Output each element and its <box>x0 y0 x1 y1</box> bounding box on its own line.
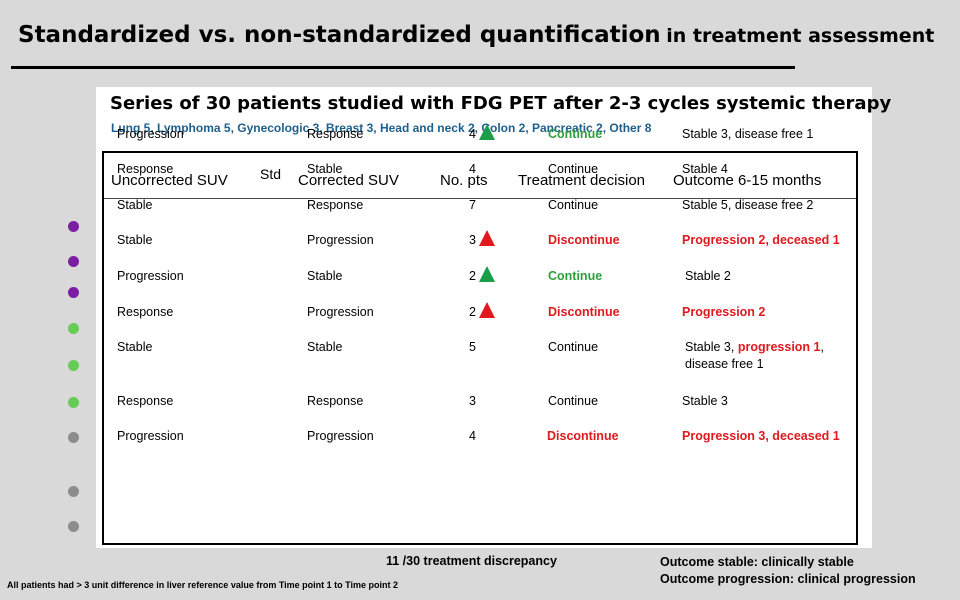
slide-title: Standardized vs. non-standardized quanti… <box>18 22 934 48</box>
cell-treatment-decision: Discontinue <box>548 233 620 247</box>
cell-treatment-decision: Continue <box>548 394 599 408</box>
cell-uncorrected-suv: Stable <box>117 340 153 354</box>
up-triangle-icon <box>479 266 495 282</box>
cell-outcome: Progression 2 <box>682 305 766 319</box>
cell-treatment-decision: Continue <box>548 162 599 176</box>
cell-corrected-suv: Stable <box>307 269 343 283</box>
cell-corrected-suv: Stable <box>307 162 343 176</box>
warning-triangle-icon <box>479 302 495 318</box>
row-marker-dot <box>68 521 79 532</box>
cell-uncorrected-suv: Response <box>117 162 174 176</box>
header-no-pts: No. pts <box>440 172 488 189</box>
cell-no-pts: 5 <box>469 340 476 354</box>
row-marker-dot <box>68 486 79 497</box>
row-marker-dot <box>68 432 79 443</box>
cell-uncorrected-suv: Response <box>117 305 174 319</box>
cell-corrected-suv: Response <box>307 394 364 408</box>
cell-outcome: Stable 5, disease free 2 <box>682 198 814 212</box>
row-marker-dot <box>68 360 79 371</box>
header-treatment-decision: Treatment decision <box>518 172 646 189</box>
cell-treatment-decision: Discontinue <box>548 305 620 319</box>
cell-corrected-suv: Stable <box>307 340 343 354</box>
outcome-stable-note: Outcome stable: clinically stable <box>660 555 854 569</box>
cell-treatment-decision: Continue <box>548 198 599 212</box>
slide-title-main: Standardized vs. non-standardized quanti… <box>18 22 661 48</box>
cell-no-pts: 7 <box>469 198 476 212</box>
cell-uncorrected-suv: Progression <box>117 269 184 283</box>
up-triangle-icon <box>479 124 495 140</box>
header-corrected-suv: Corrected SUV <box>298 172 399 189</box>
discrepancy-note: 11 /30 treatment discrepancy <box>386 554 557 568</box>
cell-outcome: Stable 3, progression 1, disease free 1 <box>685 340 824 371</box>
cell-outcome: Progression 2, deceased 1 <box>682 233 840 247</box>
row-marker-dot <box>68 221 79 232</box>
cell-corrected-suv: Progression <box>307 233 374 247</box>
row-marker-dot <box>68 323 79 334</box>
cell-no-pts: 4 <box>469 127 476 141</box>
cell-corrected-suv: Response <box>307 127 364 141</box>
cell-treatment-decision: Continue <box>548 340 599 354</box>
cell-uncorrected-suv: Stable <box>117 233 153 247</box>
cell-no-pts: 4 <box>469 429 476 443</box>
title-underline <box>11 66 795 69</box>
cell-treatment-decision: Discontinue <box>547 429 619 443</box>
cell-no-pts: 2 <box>469 269 476 283</box>
slide-title-sub: in treatment assessment <box>666 25 935 47</box>
cell-outcome: Progression 3, deceased 1 <box>682 429 840 443</box>
cell-outcome: Stable 4 <box>682 162 728 176</box>
cell-outcome: Stable 3 <box>682 394 728 408</box>
cell-treatment-decision: Continue <box>548 127 603 141</box>
row-marker-dot <box>68 256 79 267</box>
cell-corrected-suv: Response <box>307 198 364 212</box>
cell-corrected-suv: Progression <box>307 429 374 443</box>
cell-uncorrected-suv: Response <box>117 394 174 408</box>
cell-no-pts: 3 <box>469 233 476 247</box>
cell-treatment-decision: Continue <box>548 269 603 283</box>
cell-corrected-suv: Progression <box>307 305 374 319</box>
cell-no-pts: 4 <box>469 162 476 176</box>
cell-uncorrected-suv: Stable <box>117 198 153 212</box>
row-marker-dot <box>68 397 79 408</box>
results-table: Std Uncorrected SUV Corrected SUV No. pt… <box>102 124 858 545</box>
outcome-progression-note: Outcome progression: clinical progressio… <box>660 572 916 586</box>
cell-outcome: Stable 3, disease free 1 <box>682 127 814 141</box>
cancer-types-summary: Lung 5, Lymphoma 5, Gynecologic 3, Breas… <box>111 121 652 135</box>
panel-heading: Series of 30 patients studied with FDG P… <box>110 93 892 114</box>
cell-no-pts: 3 <box>469 394 476 408</box>
header-divider <box>104 198 856 199</box>
row-marker-dot <box>68 287 79 298</box>
header-uncorrected-suv: Uncorrected SUV <box>111 172 228 189</box>
cell-no-pts: 2 <box>469 305 476 319</box>
results-panel: Series of 30 patients studied with FDG P… <box>96 87 891 548</box>
warning-triangle-icon <box>479 230 495 246</box>
cell-outcome: Stable 2 <box>685 269 731 283</box>
cell-uncorrected-suv: Progression <box>117 127 184 141</box>
cell-uncorrected-suv: Progression <box>117 429 184 443</box>
std-label: Std <box>260 166 282 182</box>
footnote: All patients had > 3 unit difference in … <box>7 580 399 590</box>
header-outcome: Outcome 6-15 months <box>673 172 822 189</box>
